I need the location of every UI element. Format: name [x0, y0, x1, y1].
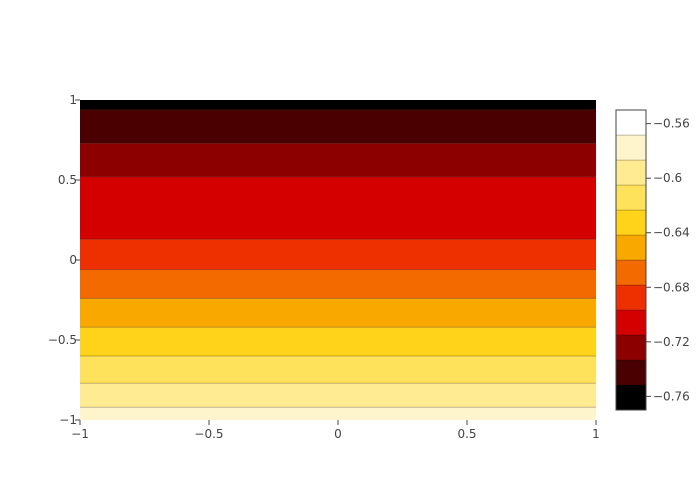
colorbar-swatch-10	[615, 134, 647, 161]
y-tick-label: −0.5	[48, 333, 77, 347]
colorbar-tick-label: −0.76	[653, 389, 690, 403]
x-tick-label: 1	[592, 427, 600, 441]
colorbar-swatch-8	[615, 184, 647, 211]
contour-band-6	[80, 239, 596, 270]
contour-lines	[80, 109, 596, 408]
contour-band-4	[80, 298, 596, 328]
colorbar-outline	[615, 109, 647, 411]
y-tick-label: 0.5	[58, 173, 77, 187]
contour-band-2	[80, 356, 596, 384]
colorbar-tick-label: −0.56	[653, 117, 690, 131]
y-tick-label: 1	[69, 93, 77, 107]
x-tick-label: 0	[334, 427, 342, 441]
colorbar-swatch-4	[615, 284, 647, 311]
contour-band-1	[80, 383, 596, 408]
colorbar-swatch-11	[615, 109, 647, 136]
contour-band-0	[80, 407, 596, 420]
y-tick-label: 0	[69, 253, 77, 267]
x-tick-label: −1	[71, 427, 89, 441]
contour-band-10	[80, 100, 596, 110]
colorbar-swatch-2	[615, 334, 647, 361]
colorbar-swatch-6	[615, 234, 647, 261]
colorbar-swatch-5	[615, 259, 647, 286]
y-tick-label: −1	[59, 413, 77, 427]
contour-band-8	[80, 143, 596, 177]
colorbar-tick-label: −0.72	[653, 335, 690, 349]
colorbar-swatch-1	[615, 359, 647, 386]
contour-band-7	[80, 176, 596, 240]
colorbar-swatch-0	[615, 384, 647, 411]
colorbar-tick-label: −0.6	[653, 171, 682, 185]
colorbar-swatch-9	[615, 159, 647, 186]
contour-band-5	[80, 269, 596, 299]
contour-band-3	[80, 327, 596, 356]
y-axis: −1 −0.5 0 0.5 1	[48, 93, 80, 427]
contour-band-9	[80, 109, 596, 144]
colorbar-tick-label: −0.68	[653, 280, 690, 294]
colorbar-tick-label: −0.64	[653, 226, 690, 240]
x-tick-label: −0.5	[194, 427, 223, 441]
colorbar: −0.56 −0.6 −0.64 −0.68 −0.72 −0.76	[615, 109, 690, 411]
colorbar-swatch-7	[615, 209, 647, 236]
x-tick-label: 0.5	[457, 427, 476, 441]
colorbar-swatch-3	[615, 309, 647, 336]
x-axis: −1 −0.5 0 0.5 1	[71, 420, 600, 441]
contour-bands	[80, 100, 596, 420]
